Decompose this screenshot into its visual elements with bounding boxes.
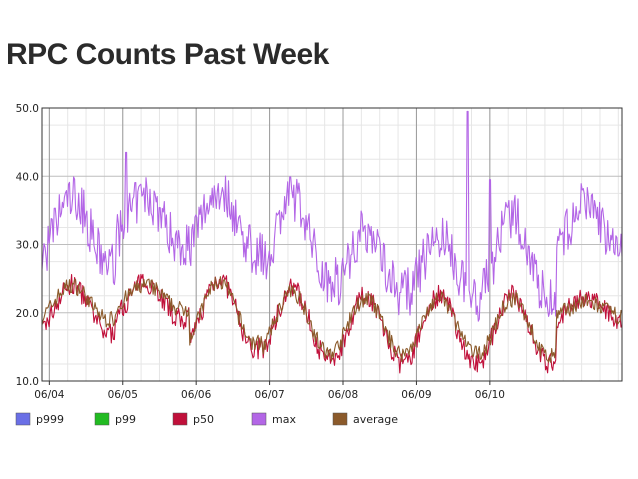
x-tick-label: 06/07 <box>254 389 284 401</box>
x-tick-label: 06/09 <box>401 389 431 401</box>
plot-frame <box>41 107 623 382</box>
legend-swatch-p50 <box>172 412 188 426</box>
y-tick-label: 20.0 <box>16 308 39 320</box>
y-tick-label: 40.0 <box>16 171 39 183</box>
series-line-average <box>41 276 623 363</box>
x-tick-label: 06/05 <box>108 389 138 401</box>
legend-label-p999: p999 <box>36 413 64 426</box>
x-tick-label: 06/08 <box>328 389 358 401</box>
series-line-max <box>41 110 623 322</box>
legend-swatch-p999 <box>15 412 31 426</box>
y-tick-label: 30.0 <box>16 240 39 252</box>
x-tick-label: 06/04 <box>34 389 65 401</box>
x-tick-label: 06/06 <box>181 389 212 401</box>
legend: p999 p99 p50 max average <box>15 412 398 426</box>
legend-label-p99: p99 <box>115 413 136 426</box>
y-tick-label: 50.0 <box>16 103 39 115</box>
legend-swatch-average <box>332 412 348 426</box>
axis-ticks: 10.0 20.0 30.0 40.0 50.0 06/04 06/05 06/06 06/07… <box>16 103 505 401</box>
legend-swatch-p99 <box>94 412 110 426</box>
x-tick-label: 06/10 <box>475 389 505 401</box>
legend-label-average: average <box>353 413 398 426</box>
legend-label-p50: p50 <box>193 413 214 426</box>
legend-label-max: max <box>272 413 296 426</box>
y-tick-label: 10.0 <box>16 376 39 388</box>
series-lines <box>41 110 623 374</box>
chart-title: RPC Counts Past Week <box>6 38 329 71</box>
legend-swatch-max <box>251 412 267 426</box>
